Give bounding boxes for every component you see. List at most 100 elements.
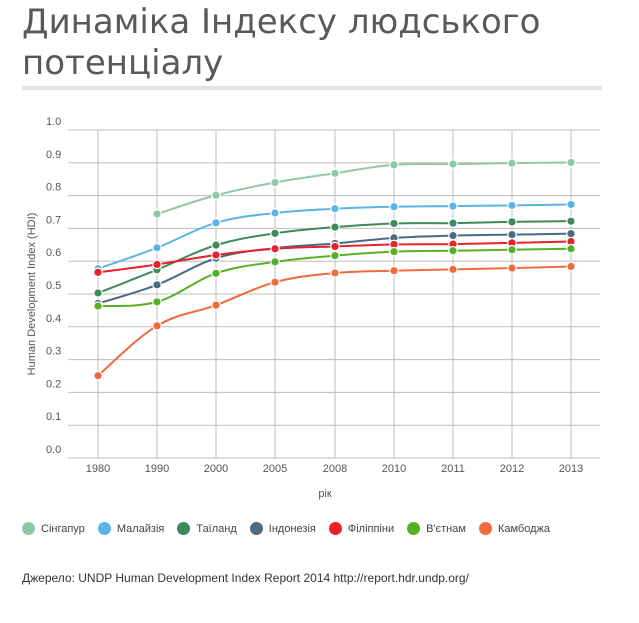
data-point <box>330 268 340 278</box>
legend-label: В'єтнам <box>426 522 466 535</box>
data-point <box>93 288 103 298</box>
data-point <box>448 159 458 169</box>
chart-legend: Сінгапур Малайзія Таїланд Індонезія Філіппін… <box>22 522 563 535</box>
legend-item: Філіппіни <box>328 522 395 535</box>
legend-swatch <box>22 522 35 535</box>
data-point <box>330 168 340 179</box>
y-axis-title: Human Development Index (HDI) <box>26 213 38 376</box>
data-point <box>566 228 576 239</box>
title-divider <box>22 86 602 90</box>
series-2 <box>93 199 576 274</box>
data-point <box>270 228 280 239</box>
series-7 <box>93 261 576 381</box>
data-point <box>448 245 458 256</box>
data-point <box>389 201 399 212</box>
legend-label: Індонезія <box>268 522 316 535</box>
x-tick-label: 2012 <box>500 463 524 475</box>
data-point <box>566 199 576 210</box>
data-point <box>93 301 103 311</box>
data-point <box>330 222 340 232</box>
data-point <box>448 230 458 241</box>
y-tick-label: 0.4 <box>46 313 61 325</box>
x-tick-label: 2013 <box>559 463 583 475</box>
series-1 <box>152 157 576 219</box>
data-point <box>330 203 340 214</box>
data-point <box>389 246 399 257</box>
legend-label: Малайзія <box>116 522 165 535</box>
legend-swatch <box>249 522 263 535</box>
x-tick-label: 1980 <box>86 463 110 475</box>
chart-title: Динаміка Індексу людського потенціалу <box>22 2 541 83</box>
series-lines <box>93 157 576 381</box>
data-point <box>507 229 517 240</box>
data-point <box>389 159 399 170</box>
legend-item: Таїланд <box>177 522 237 535</box>
legend-item: Сінгапур <box>22 522 85 535</box>
data-point <box>448 201 458 211</box>
x-axis-ticks: 1980 1990 2000 2005 2008 2010 2011 2012 2013 <box>86 463 583 475</box>
data-point <box>566 216 576 226</box>
x-tick-label: 2010 <box>382 463 406 475</box>
data-point <box>270 257 280 267</box>
data-point <box>152 297 162 307</box>
data-point <box>566 261 576 272</box>
data-point <box>566 243 576 254</box>
x-axis-title: рік <box>318 488 332 500</box>
data-point <box>330 241 340 252</box>
y-tick-label: 0.9 <box>46 149 61 161</box>
data-point <box>389 265 399 276</box>
data-point <box>507 217 517 227</box>
hdi-line-chart: 0.0 0.1 0.2 0.3 0.4 0.5 0.6 0.7 0.8 0.9 1.0 1980 19… <box>26 116 600 500</box>
x-tick-label: 2005 <box>263 463 287 475</box>
data-point <box>566 157 576 168</box>
data-point <box>211 240 221 250</box>
y-tick-label: 0.3 <box>46 346 61 358</box>
x-tick-label: 2008 <box>323 463 347 475</box>
source-note: Джерело: UNDP Human Development Index Re… <box>22 571 469 585</box>
data-point <box>507 244 517 255</box>
y-tick-label: 0.2 <box>46 378 61 390</box>
y-tick-label: 0.7 <box>46 214 61 226</box>
legend-item: Камбоджа <box>478 522 550 535</box>
legend-item: Індонезія <box>249 522 316 535</box>
legend-swatch <box>328 522 342 535</box>
data-point <box>152 242 162 253</box>
legend-item: Малайзія <box>97 522 165 535</box>
legend-label: Філіппіни <box>347 522 395 535</box>
y-axis-ticks: 0.0 0.1 0.2 0.3 0.4 0.5 0.6 0.7 0.8 0.9 1.0 <box>46 116 61 456</box>
series-5 <box>93 236 576 278</box>
y-tick-label: 0.8 <box>46 182 61 194</box>
legend-swatch <box>478 522 492 535</box>
data-point <box>152 259 162 270</box>
data-point <box>448 218 458 228</box>
data-point <box>270 208 280 218</box>
data-point <box>93 370 103 381</box>
data-point <box>389 218 399 229</box>
data-point <box>507 200 517 211</box>
y-tick-label: 1.0 <box>46 116 61 128</box>
y-tick-label: 0.0 <box>46 444 61 456</box>
data-point <box>507 158 517 168</box>
legend-label: Таїланд <box>196 522 237 535</box>
data-point <box>448 264 458 275</box>
data-point <box>270 277 280 287</box>
legend-item: В'єтнам <box>407 522 466 535</box>
series-line <box>156 161 572 215</box>
legend-label: Камбоджа <box>497 522 550 535</box>
legend-swatch <box>97 522 111 535</box>
data-point <box>507 263 517 273</box>
grid-lines <box>68 129 600 459</box>
data-point <box>211 250 221 260</box>
legend-swatch <box>177 522 191 535</box>
data-point <box>330 250 340 261</box>
x-tick-label: 2011 <box>441 463 465 475</box>
data-point <box>93 267 103 278</box>
y-tick-label: 0.1 <box>46 411 61 423</box>
data-point <box>211 190 221 201</box>
y-tick-label: 0.5 <box>46 280 61 292</box>
data-point <box>211 300 221 310</box>
y-tick-label: 0.6 <box>46 247 61 259</box>
legend-label: Сінгапур <box>41 522 85 535</box>
data-point <box>152 321 162 331</box>
x-tick-label: 1990 <box>145 463 169 475</box>
